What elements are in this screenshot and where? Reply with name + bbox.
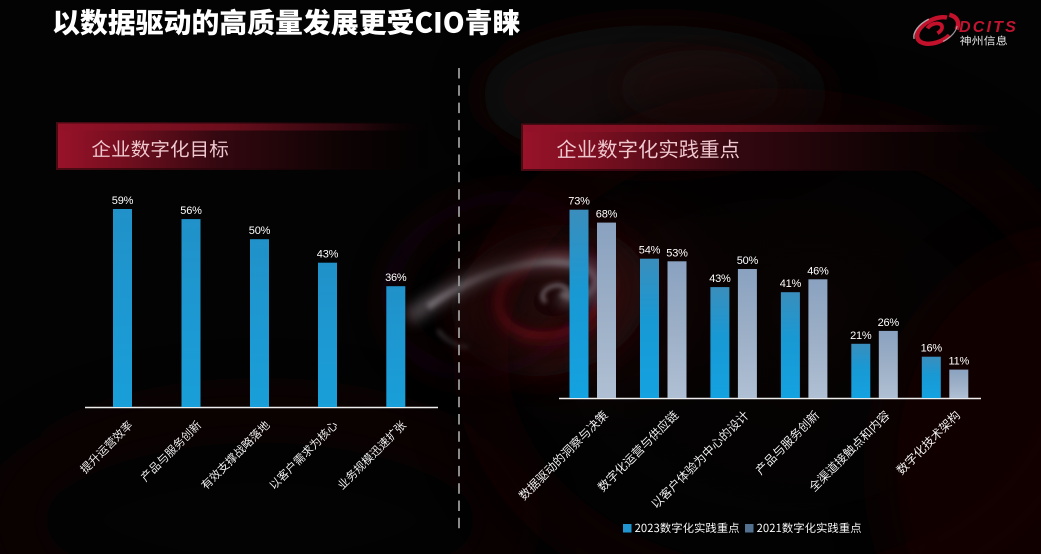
svg-text:68%: 68% bbox=[596, 209, 618, 221]
svg-text:26%: 26% bbox=[878, 317, 900, 329]
svg-text:11%: 11% bbox=[948, 356, 969, 368]
svg-text:41%: 41% bbox=[780, 278, 802, 290]
svg-text:50%: 50% bbox=[249, 225, 271, 237]
svg-text:73%: 73% bbox=[568, 196, 590, 208]
svg-text:53%: 53% bbox=[666, 247, 688, 259]
svg-text:59%: 59% bbox=[112, 195, 134, 207]
svg-text:36%: 36% bbox=[385, 272, 407, 284]
svg-text:43%: 43% bbox=[709, 273, 731, 285]
svg-text:56%: 56% bbox=[180, 205, 202, 217]
svg-text:46%: 46% bbox=[807, 265, 829, 277]
svg-text:DCITS: DCITS bbox=[959, 19, 1018, 36]
svg-text:43%: 43% bbox=[317, 249, 339, 261]
svg-text:16%: 16% bbox=[921, 343, 943, 355]
svg-text:54%: 54% bbox=[639, 245, 661, 257]
svg-text:50%: 50% bbox=[737, 255, 759, 267]
svg-text:21%: 21% bbox=[850, 330, 872, 342]
